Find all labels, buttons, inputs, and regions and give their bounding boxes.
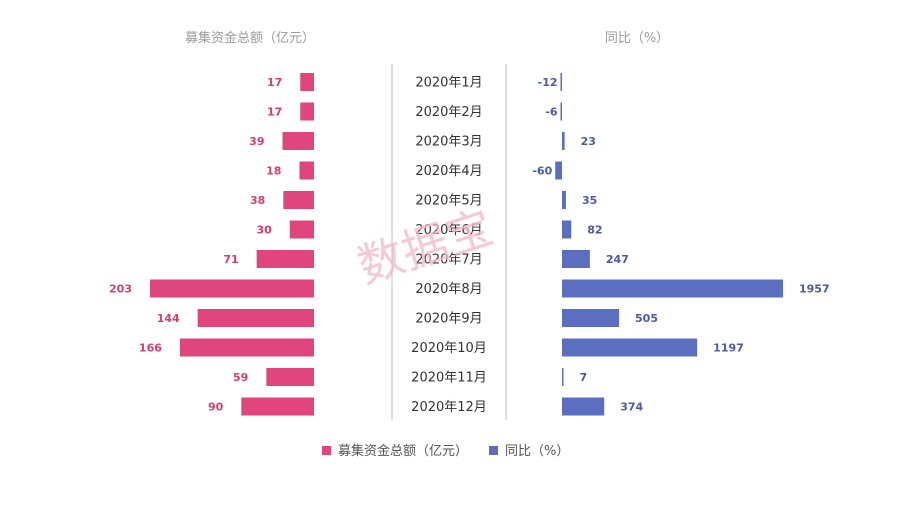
right-bar [562, 338, 698, 357]
left-bar [283, 191, 314, 209]
right-bar [562, 132, 565, 150]
left-bar [241, 397, 314, 416]
right-bar-value-label: 247 [606, 253, 629, 266]
right-bar-value-label: 505 [635, 312, 658, 325]
right-bar-value-label: 1957 [799, 283, 830, 296]
right-bar-value-label: 35 [582, 194, 597, 207]
category-label: 2020年1月 [415, 76, 482, 91]
left-bar-value-label: 203 [109, 283, 132, 296]
right-bar [555, 161, 562, 180]
left-bar-value-label: 39 [249, 135, 264, 148]
right-bar [562, 191, 566, 209]
left-bar-value-label: 144 [157, 312, 180, 325]
right-bar [560, 73, 562, 91]
right-bar [562, 397, 605, 416]
left-bar-value-label: 38 [250, 194, 265, 207]
left-panel-title: 募集资金总额（亿元） [185, 30, 315, 46]
legend-label-left-series: 募集资金总额（亿元） [338, 443, 468, 459]
left-bar [300, 73, 314, 91]
category-label: 2020年2月 [415, 105, 482, 120]
right-series-bars [555, 73, 783, 416]
right-bar-value-label: 1197 [713, 342, 744, 355]
category-label: 2020年9月 [415, 312, 482, 327]
right-bar-value-label: 374 [620, 401, 643, 414]
left-series-bars [150, 73, 314, 416]
category-labels: 2020年1月 2020年2月 2020年3月 2020年4月 2020年5月 2020年… [411, 76, 487, 416]
left-series-labels: 17 17 39 18 38 30 71 203 144 166 59 90 [109, 76, 282, 414]
left-bar-value-label: 17 [267, 76, 282, 89]
category-label: 2020年3月 [415, 135, 482, 150]
left-bar-value-label: 18 [266, 165, 281, 178]
left-bar [256, 250, 314, 268]
category-label: 2020年4月 [415, 164, 482, 179]
category-label: 2020年6月 [415, 223, 482, 238]
right-bar [560, 102, 562, 121]
left-bar [179, 338, 314, 357]
left-bar [197, 309, 314, 327]
right-bar-value-label: 7 [580, 371, 588, 384]
category-label: 2020年8月 [415, 282, 482, 297]
legend-swatch-left-series [322, 446, 331, 455]
left-bar [266, 368, 314, 386]
watermark: 数据宝 [351, 200, 499, 294]
right-series-labels: -12 -6 23 -60 35 82 247 1957 505 1197 7 374 [532, 76, 829, 414]
left-bar-value-label: 59 [233, 371, 248, 384]
left-bar-value-label: 71 [223, 253, 238, 266]
right-bar-value-label: -12 [538, 76, 558, 89]
legend-label-right-series: 同比（%） [505, 444, 569, 459]
right-bar [562, 279, 783, 298]
right-bar [562, 309, 620, 327]
left-bar [289, 220, 314, 239]
right-bar-value-label: 23 [581, 135, 596, 148]
category-label: 2020年10月 [411, 341, 487, 356]
legend: 募集资金总额（亿元） 同比（%） [322, 443, 569, 459]
left-bar [150, 279, 314, 298]
right-panel-title: 同比（%） [605, 31, 669, 46]
right-bar [562, 220, 572, 239]
category-label: 2020年12月 [411, 400, 487, 415]
right-bar [562, 368, 564, 386]
left-bar [300, 102, 314, 121]
left-bar-value-label: 90 [208, 401, 224, 414]
right-bar-value-label: -6 [545, 106, 558, 119]
left-bar-value-label: 166 [139, 342, 162, 355]
category-label: 2020年11月 [411, 371, 487, 386]
left-bar-value-label: 30 [256, 224, 272, 237]
right-bar-value-label: -60 [532, 165, 552, 178]
right-bar-value-label: 82 [587, 224, 602, 237]
right-bar [562, 250, 590, 268]
left-bar-value-label: 17 [267, 106, 282, 119]
category-label: 2020年7月 [415, 253, 482, 268]
left-bar [282, 132, 314, 150]
category-label: 2020年5月 [415, 194, 482, 209]
left-bar [299, 161, 314, 180]
legend-swatch-right-series [489, 446, 498, 455]
